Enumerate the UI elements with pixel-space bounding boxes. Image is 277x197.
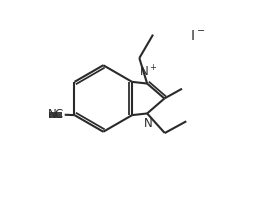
Text: I$^-$: I$^-$ <box>189 29 205 43</box>
Text: N$^+$: N$^+$ <box>139 65 157 80</box>
Text: N: N <box>144 117 153 130</box>
Text: C: C <box>54 108 63 121</box>
Text: N: N <box>48 108 57 121</box>
